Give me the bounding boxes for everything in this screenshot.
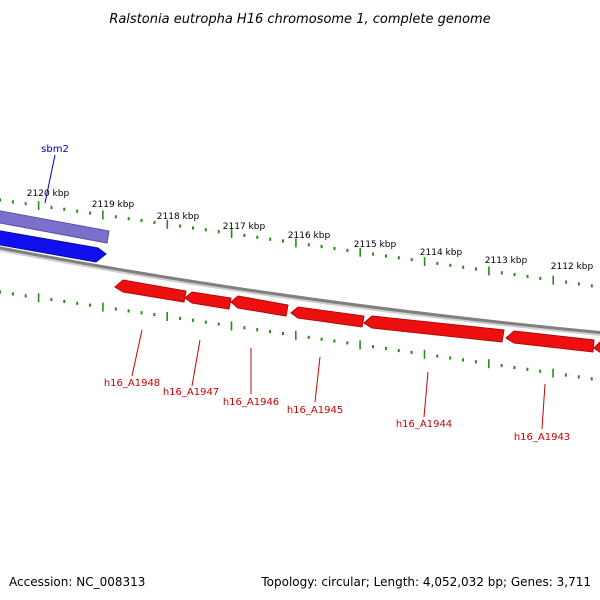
scale-label-2114: 2114 kbp: [420, 248, 463, 258]
label-sbm2[interactable]: sbm2: [41, 144, 69, 155]
gene-h16_A1944[interactable]: [363, 315, 505, 343]
callout-line-h16_A1947: [191, 339, 201, 387]
chromosome-backbone: [0, 246, 600, 335]
gene-h16_A1946[interactable]: [230, 295, 289, 317]
map-title: Ralstonia eutropha H16 chromosome 1, com…: [109, 12, 490, 27]
gene-h16_A1948[interactable]: [114, 279, 187, 303]
scale-label-2112: 2112 kbp: [551, 262, 594, 272]
genome-summary-text: Topology: circular; Length: 4,052,032 bp…: [260, 575, 591, 589]
label-h16_A1948[interactable]: h16_A1948: [104, 378, 160, 389]
scale-label-2118: 2118 kbp: [157, 212, 200, 222]
scale-labels: 2120 kbp 2119 kbp 2118 kbp 2117 kbp 2116…: [27, 189, 594, 272]
callout-line-h16_A1948: [131, 329, 143, 377]
feature-callouts: sbm2 h16_A1948 h16_A1947 h16_A1946 h16_A…: [41, 144, 570, 443]
gene-h16_A1947[interactable]: [184, 291, 232, 310]
accession-text: Accession: NC_008313: [9, 575, 145, 589]
callout-line-h16_A1945: [314, 356, 321, 403]
outer-scale-ticks: [0, 198, 593, 288]
callout-line-h16_A1943: [541, 383, 546, 430]
label-h16_A1943[interactable]: h16_A1943: [514, 432, 570, 443]
backbone-shadow: [0, 248, 600, 337]
gene-faded-forward[interactable]: [0, 210, 110, 244]
inner-scale-ticks: [0, 290, 593, 381]
reverse-genes-layer: [114, 279, 600, 353]
label-h16_A1946[interactable]: h16_A1946: [223, 397, 279, 408]
label-h16_A1947[interactable]: h16_A1947: [163, 387, 219, 398]
label-h16_A1945[interactable]: h16_A1945: [287, 405, 343, 416]
gene-forward[interactable]: [0, 230, 107, 263]
label-h16_A1944[interactable]: h16_A1944: [396, 419, 452, 430]
scale-label-2115: 2115 kbp: [354, 240, 397, 250]
scale-label-2113: 2113 kbp: [485, 256, 528, 266]
callout-line-h16_A1944: [423, 371, 429, 418]
callout-line-sbm2: [44, 154, 56, 204]
scale-label-2117: 2117 kbp: [223, 222, 266, 232]
gene-h16_A1945[interactable]: [290, 306, 365, 328]
gene-partial-right[interactable]: [593, 341, 600, 353]
gene-h16_A1943[interactable]: [505, 330, 595, 353]
scale-label-2116: 2116 kbp: [288, 231, 331, 241]
forward-genes-layer: [0, 210, 110, 263]
scale-label-2119: 2119 kbp: [92, 200, 135, 210]
scale-label-2120: 2120 kbp: [27, 189, 70, 199]
